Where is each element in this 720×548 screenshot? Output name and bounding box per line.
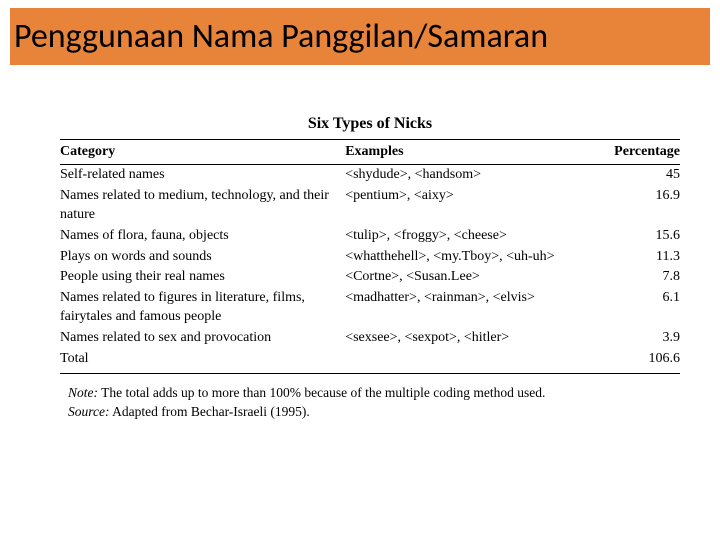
cell-category: Names related to figures in literature, … (60, 288, 345, 328)
cell-category: Names of flora, fauna, objects (60, 226, 345, 247)
table-title: Six Types of Nicks (60, 115, 680, 139)
cell-examples: <shydude>, <handsom> (345, 165, 581, 186)
cell-examples: <madhatter>, <rainman>, <elvis> (345, 288, 581, 328)
page-title: Penggunaan Nama Panggilan/Samaran (10, 16, 710, 57)
cell-category: Self-related names (60, 165, 345, 186)
col-header-category: Category (60, 140, 345, 165)
cell-percentage: 11.3 (581, 247, 680, 268)
cell-category: Total (60, 349, 345, 373)
cell-examples: <whatthehell>, <my.Tboy>, <uh-uh> (345, 247, 581, 268)
cell-percentage: 7.8 (581, 267, 680, 288)
note-line: Note: The total adds up to more than 100… (68, 384, 680, 403)
cell-percentage: 16.9 (581, 186, 680, 226)
cell-category: Names related to sex and provocation (60, 328, 345, 349)
cell-percentage: 6.1 (581, 288, 680, 328)
cell-percentage: 106.6 (581, 349, 680, 373)
table-row: People using their real names <Cortne>, … (60, 267, 680, 288)
table-row: Names related to figures in literature, … (60, 288, 680, 328)
note-label: Note: (68, 385, 98, 400)
content-area: Six Types of Nicks Category Examples Per… (0, 65, 720, 422)
table-row: Names of flora, fauna, objects <tulip>, … (60, 226, 680, 247)
source-label: Source: (68, 404, 109, 419)
table-row: Self-related names <shydude>, <handsom> … (60, 165, 680, 186)
cell-examples: <tulip>, <froggy>, <cheese> (345, 226, 581, 247)
cell-examples: <pentium>, <aixy> (345, 186, 581, 226)
nicks-table: Category Examples Percentage Self-relate… (60, 139, 680, 374)
table-row: Names related to sex and provocation <se… (60, 328, 680, 349)
header-bar: Penggunaan Nama Panggilan/Samaran (10, 8, 710, 65)
cell-examples: <sexsee>, <sexpot>, <hitler> (345, 328, 581, 349)
table-row: Names related to medium, technology, and… (60, 186, 680, 226)
cell-percentage: 45 (581, 165, 680, 186)
note-text: The total adds up to more than 100% beca… (101, 385, 545, 400)
note-block: Note: The total adds up to more than 100… (60, 374, 680, 422)
table-row: Plays on words and sounds <whatthehell>,… (60, 247, 680, 268)
cell-percentage: 15.6 (581, 226, 680, 247)
table-header-row: Category Examples Percentage (60, 140, 680, 165)
col-header-examples: Examples (345, 140, 581, 165)
source-line: Source: Adapted from Bechar-Israeli (199… (68, 403, 680, 422)
cell-examples (345, 349, 581, 373)
source-text: Adapted from Bechar-Israeli (1995). (112, 404, 310, 419)
cell-category: Names related to medium, technology, and… (60, 186, 345, 226)
cell-category: Plays on words and sounds (60, 247, 345, 268)
cell-percentage: 3.9 (581, 328, 680, 349)
table-row-total: Total 106.6 (60, 349, 680, 373)
cell-examples: <Cortne>, <Susan.Lee> (345, 267, 581, 288)
cell-category: People using their real names (60, 267, 345, 288)
col-header-percentage: Percentage (581, 140, 680, 165)
